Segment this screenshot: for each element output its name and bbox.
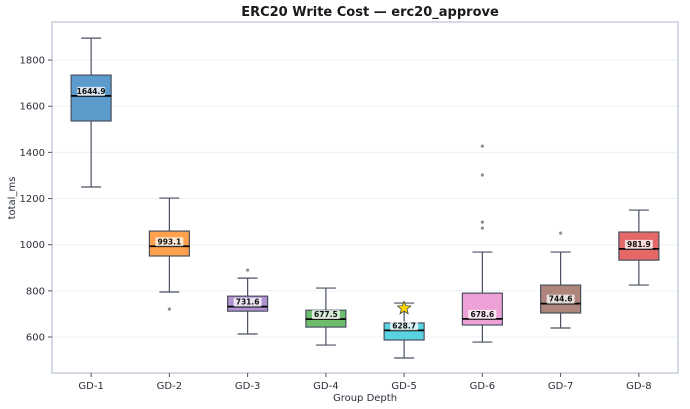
median-label-bg [155,237,184,247]
median-label-bg [390,321,419,331]
median-label-bg [311,310,340,320]
y-axis: 600 800 1000 1200 1400 1600 1800 [20,56,52,344]
x-tick-label: GD-7 [548,381,573,392]
median-label: 993.1 [158,237,182,246]
y-tick-label: 1600 [20,102,45,113]
median-label: 744.6 [549,295,573,304]
box-gd-1: 1644.9 [70,37,112,188]
median-label: 678.6 [471,310,495,319]
y-tick-label: 600 [26,333,45,344]
x-tick-label: GD-4 [313,381,338,392]
star-marker-icon [396,300,412,315]
outlier-point [559,231,563,235]
x-tick-label: GD-3 [235,381,260,392]
box-gd-6: 678.6 [461,144,503,343]
x-tick-label: GD-8 [626,381,651,392]
y-tick-label: 1000 [20,240,45,251]
boxes: 1644.9 993.1 731.6 677.5 628.7 678.6 744.6 981.… [70,37,660,359]
box-gd-7: 744.6 [540,231,582,329]
median-label-bg [624,239,653,249]
x-axis: GD-1 GD-2 GD-3 GD-4 GD-5 GD-6 GD-7 GD-8 [78,373,652,392]
y-tick-label: 1400 [20,148,45,159]
plot-area [51,21,679,374]
median-label: 981.9 [627,240,651,249]
median-label: 731.6 [236,298,260,307]
y-tick-label: 800 [26,286,45,297]
chart-title: ERC20 Write Cost — erc20_approve [241,5,499,20]
x-tick-label: GD-2 [157,381,182,392]
outlier-point [480,144,484,148]
outlier-point [480,226,484,230]
x-tick-label: GD-6 [470,381,495,392]
median-label-bg [546,294,575,304]
outlier-point [246,268,250,272]
grid-lines [52,59,678,338]
x-axis-label: Group Depth [333,393,397,404]
box-gd-2: 993.1 [148,197,190,311]
iqr-box [70,74,112,122]
box-gd-5: 628.7 [383,300,425,359]
box-gd-8: 981.9 [618,209,660,286]
x-tick-label: GD-1 [78,381,103,392]
y-axis-label: total_ms [7,177,18,220]
median-label: 628.7 [392,321,416,330]
median-label-bg [77,86,106,96]
outlier-point [167,307,171,311]
outlier-point [480,173,484,177]
median-label: 1644.9 [77,87,106,96]
median-label: 677.5 [314,310,338,319]
box-gd-3: 731.6 [227,268,269,335]
median-label-bg [468,309,497,319]
box-gd-4: 677.5 [305,287,347,346]
median-label-bg [233,297,262,307]
outlier-point [480,220,484,224]
y-tick-label: 1200 [20,194,45,205]
x-tick-label: GD-5 [391,381,416,392]
y-tick-label: 1800 [20,56,45,67]
